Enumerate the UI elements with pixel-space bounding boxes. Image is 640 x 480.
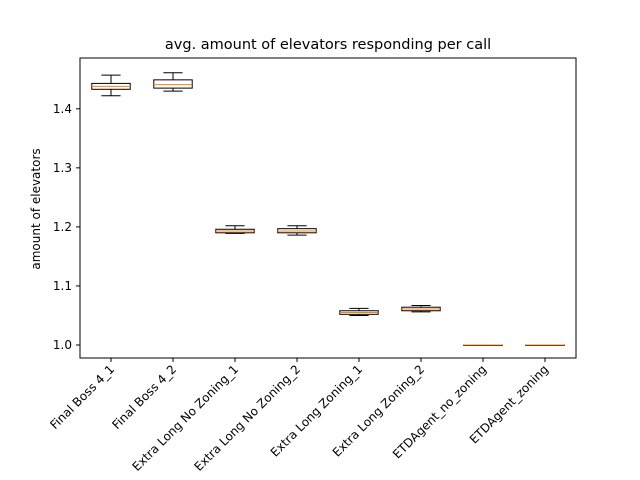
plot-frame	[79, 57, 577, 359]
box-group	[215, 225, 255, 234]
x-tick-label: Final Boss 4_2	[109, 362, 179, 432]
x-tick-label: Final Boss 4_1	[47, 362, 117, 432]
box-group	[91, 74, 131, 97]
iqr-box	[153, 79, 193, 89]
box-group	[401, 304, 441, 313]
y-axis: 1.0 1.1 1.2 1.3 1.4	[53, 102, 80, 352]
y-tick-label: 1.4	[53, 102, 72, 116]
box-group	[463, 344, 503, 347]
y-tick-label: 1.0	[53, 338, 72, 352]
y-tick-label: 1.2	[53, 220, 72, 234]
box-group	[277, 225, 317, 236]
y-tick-label: 1.3	[53, 161, 72, 175]
box-group	[525, 344, 565, 347]
y-axis-label: amount of elevators	[29, 148, 43, 269]
box-group	[339, 307, 379, 316]
x-tick-label: Extra Long No Zoning_2	[192, 362, 304, 474]
y-tick-label: 1.1	[53, 279, 72, 293]
chart-title: avg. amount of elevators responding per …	[165, 37, 491, 53]
x-tick-label: Extra Long No Zoning_1	[130, 362, 242, 474]
boxes	[91, 72, 565, 347]
box-group	[153, 72, 193, 92]
